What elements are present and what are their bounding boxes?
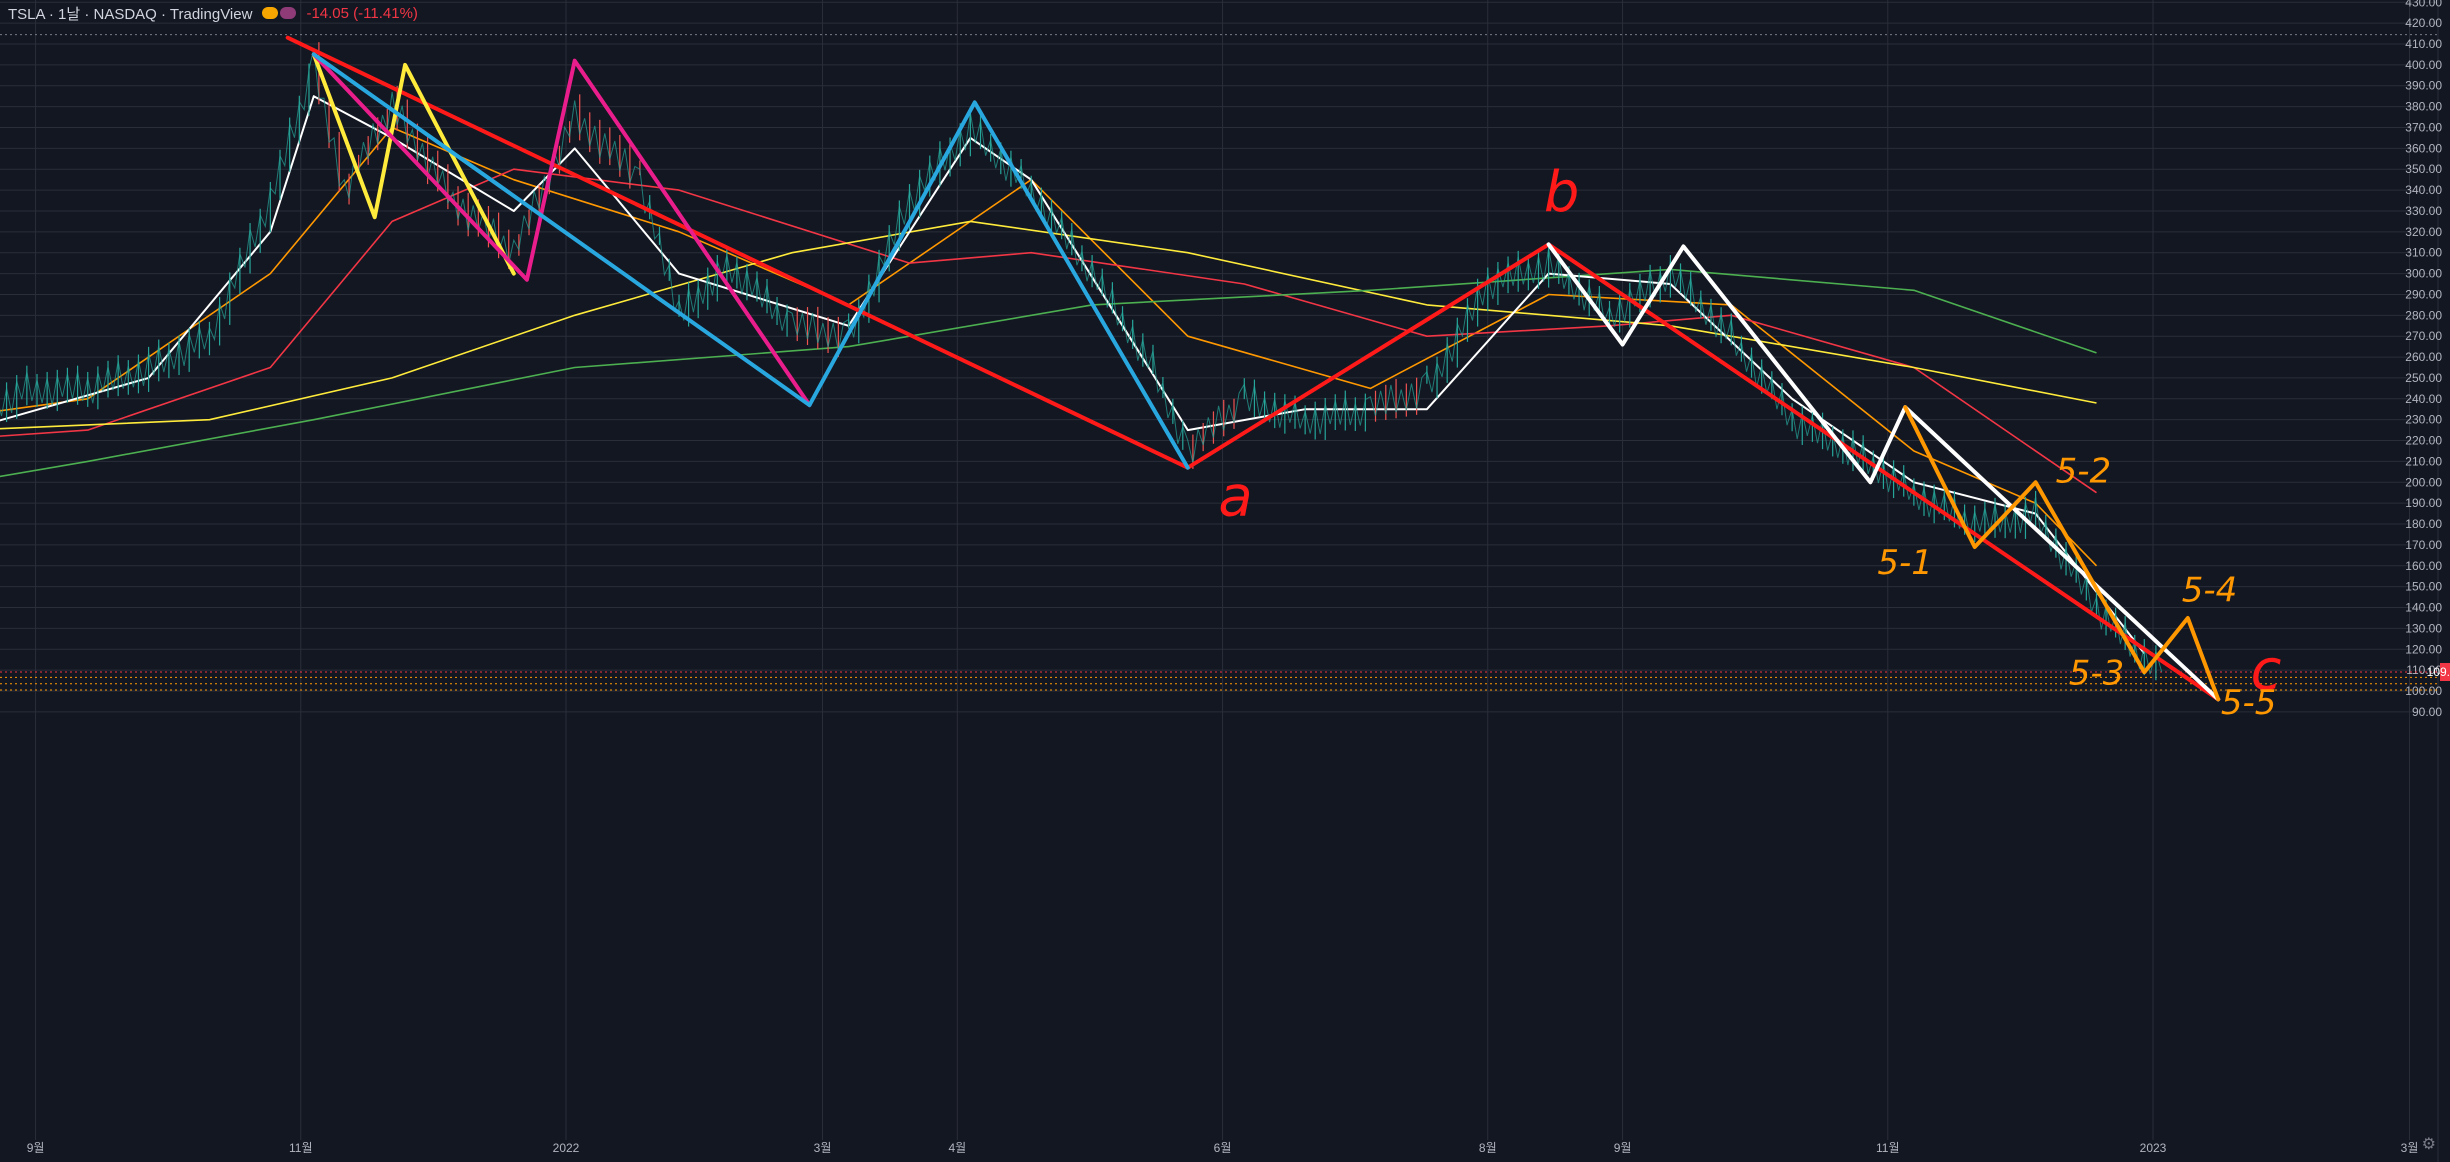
y-tick-label: 150.00	[2405, 580, 2442, 594]
y-tick-label: 90.00	[2412, 705, 2442, 719]
y-tick-label: 400.00	[2405, 58, 2442, 72]
wave-annotation-line[interactable]	[311, 52, 516, 276]
price-change: -14.05 (-11.41%)	[306, 4, 418, 22]
market-status-icon[interactable]	[262, 7, 297, 19]
y-tick-label: 350.00	[2405, 162, 2442, 176]
y-tick-label: 330.00	[2405, 204, 2442, 218]
last-price-label: 109.10	[2427, 663, 2450, 681]
wave-label[interactable]: 5-1	[1877, 543, 1933, 583]
y-tick-label: 280.00	[2405, 308, 2442, 322]
wave-label[interactable]: b	[1544, 160, 1580, 225]
y-tick-label: 270.00	[2405, 329, 2442, 343]
y-tick-label: 310.00	[2405, 246, 2442, 260]
wave-annotation-line[interactable]	[285, 35, 2221, 702]
wave-annotation-line[interactable]	[1903, 405, 2221, 702]
y-tick-label: 160.00	[2405, 559, 2442, 573]
wave-label[interactable]: 5-4	[2182, 570, 2238, 610]
chart-header: TSLA · 1날 · NASDAQ · TradingView -14.05 …	[8, 2, 418, 24]
x-tick-label: 3월	[814, 1141, 832, 1155]
y-tick-label: 290.00	[2405, 287, 2442, 301]
x-tick-label: 8월	[1479, 1141, 1497, 1155]
y-tick-label: 190.00	[2405, 496, 2442, 510]
price-series[interactable]	[0, 48, 2163, 675]
y-tick-label: 140.00	[2405, 601, 2442, 615]
y-tick-label: 360.00	[2405, 141, 2442, 155]
x-tick-label: 2022	[553, 1141, 580, 1155]
y-tick-label: 240.00	[2405, 392, 2442, 406]
wave-label[interactable]: 5-5	[2221, 683, 2277, 723]
y-tick-label: 380.00	[2405, 100, 2442, 114]
wave-annotation-line[interactable]	[311, 52, 812, 408]
y-tick-label: 220.00	[2405, 434, 2442, 448]
symbol-title[interactable]: TSLA · 1날 · NASDAQ · TradingView	[8, 5, 253, 23]
wave-label[interactable]: a	[1218, 465, 1252, 530]
wave-label[interactable]: 5-2	[2056, 451, 2112, 491]
moving-average-line	[0, 268, 2097, 478]
y-tick-label: 180.00	[2405, 517, 2442, 531]
y-tick-label: 260.00	[2405, 350, 2442, 364]
y-tick-label: 300.00	[2405, 267, 2442, 281]
x-tick-label: 9월	[1614, 1141, 1632, 1155]
moving-average-line	[0, 126, 2098, 567]
x-tick-label: 4월	[948, 1141, 966, 1155]
wave-annotation-line[interactable]	[311, 52, 1190, 470]
y-tick-label: 210.00	[2405, 454, 2442, 468]
y-tick-label: 100.00	[2405, 684, 2442, 698]
moving-average-line	[0, 220, 2097, 430]
y-tick-label: 430.00	[2405, 0, 2442, 9]
x-tick-label: 6월	[1214, 1141, 1232, 1155]
price-scale[interactable]	[2438, 0, 2450, 1162]
y-tick-label: 130.00	[2405, 621, 2442, 635]
y-tick-label: 410.00	[2405, 37, 2442, 51]
wave-label[interactable]: c	[2251, 638, 2282, 703]
y-tick-label: 370.00	[2405, 120, 2442, 134]
y-tick-label: 120.00	[2405, 642, 2442, 656]
x-tick-label: 11월	[289, 1141, 313, 1155]
y-tick-label: 200.00	[2405, 475, 2442, 489]
wave-label[interactable]: 5-3	[2069, 654, 2125, 694]
x-tick-label: 11월	[1876, 1141, 1900, 1155]
y-tick-label: 340.00	[2405, 183, 2442, 197]
y-tick-label: 110.00	[2406, 663, 2442, 677]
y-tick-label: 320.00	[2405, 225, 2442, 239]
y-tick-label: 230.00	[2405, 413, 2442, 427]
plot-area[interactable]	[0, 0, 2438, 1140]
x-tick-label: 3월	[2401, 1141, 2419, 1155]
y-tick-label: 170.00	[2405, 538, 2442, 552]
x-tick-label: 9월	[27, 1141, 45, 1155]
wave-annotation-line[interactable]	[1546, 242, 2221, 702]
gear-icon[interactable]: ⚙	[2421, 1136, 2436, 1153]
y-tick-label: 420.00	[2405, 16, 2442, 30]
x-tick-label: 2023	[2140, 1141, 2167, 1155]
y-tick-label: 250.00	[2405, 371, 2442, 385]
y-tick-label: 390.00	[2405, 79, 2442, 93]
